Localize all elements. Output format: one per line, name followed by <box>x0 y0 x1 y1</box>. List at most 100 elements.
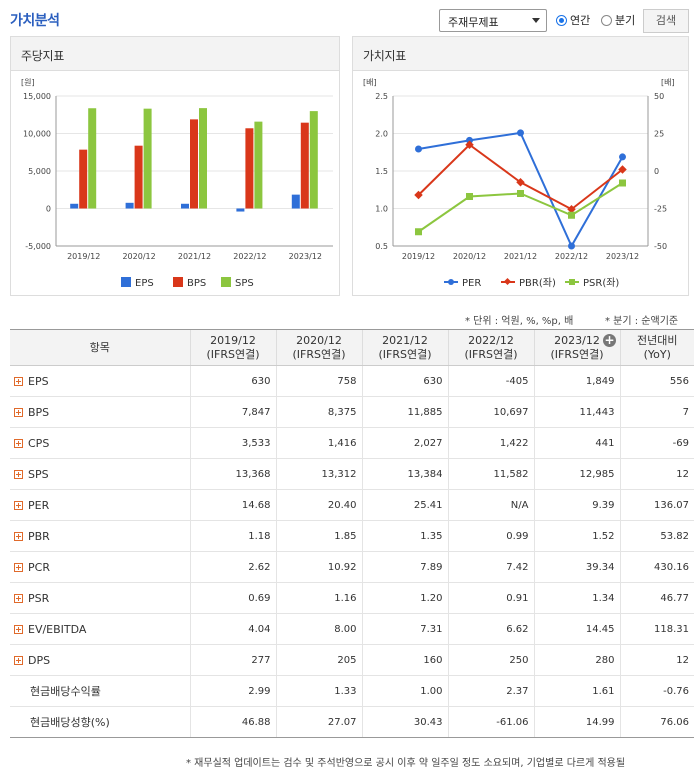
value-cell: 3,533 <box>189 427 276 459</box>
value-cell: 1,416 <box>275 427 362 459</box>
table-row: EPS 630 758 630 -405 1,849 556 <box>10 365 694 397</box>
row-label: PCR <box>28 560 50 574</box>
line-pbr <box>417 143 624 211</box>
page-title: 가치분석 <box>10 13 60 29</box>
point-per <box>415 145 422 153</box>
y-tick-label-left: 0.5 <box>375 242 388 251</box>
header-line2: (IFRS연결) <box>292 347 346 361</box>
table-row: 현금배당수익률 2.99 1.33 1.00 2.37 1.61 -0.76 <box>10 675 694 707</box>
table-row: PBR 1.18 1.85 1.35 0.99 1.52 53.82 <box>10 520 694 552</box>
point-per <box>568 242 575 250</box>
value-cell: 25.41 <box>361 489 448 521</box>
point-psr <box>466 193 473 200</box>
row-label-cell[interactable]: PER <box>10 489 190 521</box>
expand-plus-icon[interactable] <box>14 438 23 448</box>
value-cell: 39.34 <box>533 551 620 583</box>
search-button[interactable]: 검색 <box>643 9 689 33</box>
value-cell: 2,027 <box>361 427 448 459</box>
row-label-cell[interactable]: PCR <box>10 551 190 583</box>
y-axis-unit-left: [배] <box>363 78 377 87</box>
bar-bps <box>79 149 88 209</box>
row-label-cell[interactable]: CPS <box>10 427 190 459</box>
row-label-cell[interactable]: DPS <box>10 644 190 676</box>
row-label: 현금배당성향(%) <box>30 716 110 729</box>
row-label-cell[interactable]: PSR <box>10 582 190 614</box>
table-header-cell: 2019/12 (IFRS연결) <box>189 329 276 366</box>
value-cell: 0.69 <box>189 582 276 614</box>
add-column-icon[interactable]: + <box>603 333 616 347</box>
y-tick-label: -5,000 <box>25 242 51 251</box>
point-per <box>517 129 524 137</box>
expand-plus-icon[interactable] <box>14 376 23 386</box>
value-cell: 9.39 <box>533 489 620 521</box>
expand-plus-icon[interactable] <box>14 624 23 634</box>
radio-annual[interactable]: 연간 <box>556 12 590 28</box>
value-cell: 758 <box>275 365 362 397</box>
value-cell: 30.43 <box>361 706 448 738</box>
table-row: SPS 13,368 13,312 13,384 11,582 12,985 12 <box>10 458 694 490</box>
header-line1: 2019/12 <box>210 333 256 347</box>
value-cell: -69 <box>619 427 694 459</box>
expand-plus-icon[interactable] <box>14 531 23 541</box>
row-label-cell[interactable]: EPS <box>10 365 190 397</box>
value-cell: N/A <box>447 489 534 521</box>
value-cell: 53.82 <box>619 520 694 552</box>
statement-select[interactable]: 주재무제표 <box>439 9 547 32</box>
value-cell: 556 <box>619 365 694 397</box>
legend-label: EPS <box>135 278 154 289</box>
radio-quarter[interactable]: 분기 <box>601 12 635 28</box>
expand-plus-icon[interactable] <box>14 469 23 479</box>
legend-label: PBR(좌) <box>519 277 556 289</box>
valuation-chart: [배] [배] 2.5 50 2.0 25 1.5 0 1.0 -25 0.5 -50 2019/12 2… <box>363 78 675 289</box>
footer-note: * 재무실적 업데이트는 검수 및 주석반영으로 공시 이후 약 일주일 정도 … <box>186 758 626 769</box>
bar-sps <box>254 121 263 209</box>
bar-sps <box>199 108 207 209</box>
per-share-chart-title: 주당지표 <box>11 37 339 71</box>
value-cell: 20.40 <box>275 489 362 521</box>
value-cell: 1.33 <box>275 675 362 707</box>
top-bar: 가치분석 주재무제표 연간 분기 검색 <box>0 0 694 36</box>
expand-plus-icon[interactable] <box>14 593 23 603</box>
value-cell: 11,582 <box>447 458 534 490</box>
header-line2: (IFRS연결) <box>378 347 432 361</box>
value-cell: 76.06 <box>619 706 694 738</box>
row-label-cell[interactable]: SPS <box>10 458 190 490</box>
point-pbr <box>465 140 474 149</box>
row-label-cell: 현금배당성향(%) <box>10 706 190 738</box>
value-cell: 1.18 <box>189 520 276 552</box>
expand-plus-icon[interactable] <box>14 500 23 510</box>
per-share-chart-panel: 주당지표 [원] 15,000 10,000 5,000 0 -5,000 2019/12 2… <box>10 36 340 296</box>
header-line2: (IFRS연결) <box>550 347 604 361</box>
value-cell: 14.99 <box>533 706 620 738</box>
chevron-down-icon <box>532 18 540 23</box>
value-cell: 12 <box>619 644 694 676</box>
y-tick-label: 10,000 <box>23 130 51 139</box>
value-cell: 205 <box>275 644 362 676</box>
expand-plus-icon[interactable] <box>14 407 23 417</box>
y-tick-label-left: 2.5 <box>375 92 388 101</box>
valuation-chart-title: 가치지표 <box>353 37 688 71</box>
value-cell: 1.52 <box>533 520 620 552</box>
bar-sps <box>88 108 97 209</box>
legend-marker <box>448 279 454 285</box>
bar-sps <box>309 111 318 209</box>
y-axis-unit: [원] <box>21 78 35 87</box>
header-line1: 2020/12 <box>296 333 342 347</box>
bar-bps <box>190 119 198 209</box>
value-cell: -405 <box>447 365 534 397</box>
header-line1: 전년대비 <box>637 333 678 347</box>
value-cell: 1,422 <box>447 427 534 459</box>
value-cell: 1.35 <box>361 520 448 552</box>
row-label-cell[interactable]: BPS <box>10 396 190 428</box>
quarter-note: * 분기 : 순액기준 <box>605 316 679 327</box>
y-tick-label-right: 50 <box>654 92 664 101</box>
expand-plus-icon[interactable] <box>14 562 23 572</box>
legend-label: SPS <box>235 278 254 289</box>
value-cell: 8,375 <box>275 396 362 428</box>
point-per <box>619 153 626 161</box>
expand-plus-icon[interactable] <box>14 655 23 665</box>
legend-swatch-sps <box>221 277 231 287</box>
row-label-cell[interactable]: EV/EBITDA <box>10 613 190 645</box>
row-label-cell[interactable]: PBR <box>10 520 190 552</box>
value-cell: -0.76 <box>619 675 694 707</box>
